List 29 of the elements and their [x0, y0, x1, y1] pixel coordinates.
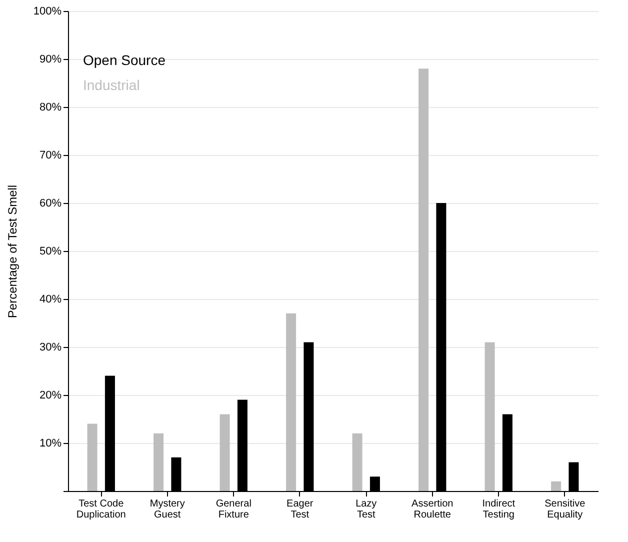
bar — [87, 424, 98, 491]
bar — [220, 414, 230, 491]
y-tick-label: 70% — [39, 150, 62, 162]
text: Industrial — [83, 77, 140, 93]
bar — [154, 433, 164, 491]
x-tick-label: General Fixture — [216, 498, 252, 520]
y-tick-label: 40% — [39, 294, 62, 306]
bar — [286, 313, 296, 491]
bar — [484, 342, 495, 491]
y-tick-label: 30% — [39, 342, 62, 354]
x-tick-label: Mystery Guest — [150, 498, 185, 520]
x-tick-label: Eager Test — [286, 498, 314, 520]
x-tick-label: Sensitive Equality — [544, 498, 586, 520]
y-tick-label: 80% — [39, 102, 62, 114]
bar — [352, 433, 362, 491]
text: Open Source — [83, 52, 166, 68]
x-tick-label: Indirect Testing — [482, 498, 516, 520]
x-tick-label: Lazy Test — [356, 498, 377, 520]
x-tick-label: Test Code Duplication — [76, 498, 126, 520]
bar — [551, 481, 562, 491]
y-axis-title: Percentage of Test Smell — [5, 184, 20, 318]
y-tick-label: 10% — [39, 438, 62, 450]
y-tick-label: 50% — [39, 246, 62, 258]
x-tick-label: Assertion Roulette — [412, 498, 454, 520]
y-tick-label: 60% — [39, 198, 62, 210]
y-tick-label: 90% — [39, 54, 62, 66]
bar — [418, 68, 429, 491]
y-tick-label: 20% — [39, 390, 62, 402]
y-tick-label: 100% — [33, 6, 62, 18]
